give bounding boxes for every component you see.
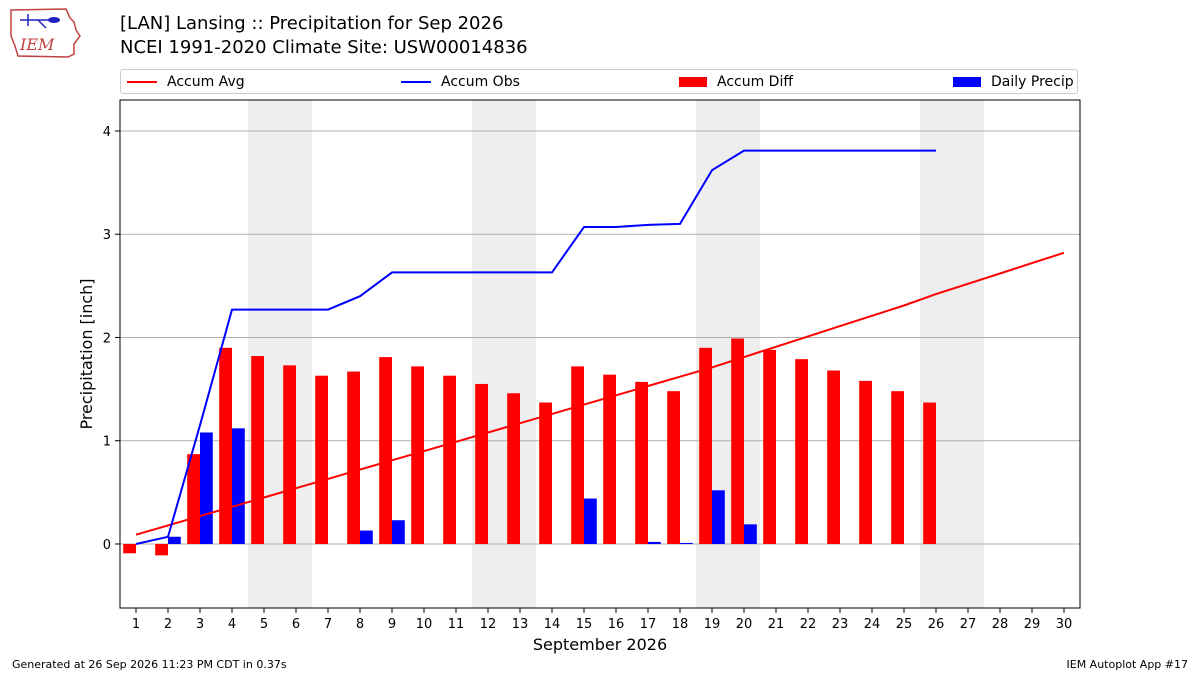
svg-text:IEM: IEM: [19, 35, 55, 54]
legend-swatch: [401, 80, 431, 83]
x-tick-label: 18: [672, 617, 689, 632]
legend: Accum Avg Accum Obs Accum Diff Daily Pre…: [120, 69, 1078, 94]
iem-logo: IEM: [10, 8, 81, 58]
legend-item-accum-obs: Accum Obs: [401, 70, 520, 93]
accum-diff-bar: [603, 374, 616, 544]
legend-swatch: [953, 76, 981, 87]
accum-obs-line: [135, 149, 936, 545]
daily-precip-bar: [360, 530, 373, 544]
y-tick-label: 4: [103, 125, 111, 140]
x-tick-label: 15: [576, 617, 593, 632]
legend-label: Accum Diff: [717, 73, 794, 90]
x-tick-label: 10: [416, 617, 433, 632]
accum-diff-bar: [251, 356, 264, 544]
accum-diff-bar: [571, 366, 584, 544]
x-tick-label: 3: [196, 617, 204, 632]
daily-precip-bar: [168, 536, 181, 544]
accum-diff-bar: [283, 365, 296, 544]
x-tick-label: 6: [292, 617, 300, 632]
accum-diff-bar: [891, 391, 904, 544]
daily-precip-bar: [200, 432, 213, 544]
x-tick-label: 4: [228, 617, 236, 632]
legend-swatch: [679, 76, 707, 87]
generated-timestamp: Generated at 26 Sep 2026 11:23 PM CDT in…: [12, 658, 287, 671]
x-tick-label: 11: [448, 617, 465, 632]
x-tick-label: 30: [1056, 617, 1073, 632]
legend-label: Accum Obs: [441, 73, 520, 90]
accum-diff-bar: [443, 375, 456, 544]
daily-precip-bar: [232, 428, 245, 544]
y-tick-label: 3: [103, 228, 111, 243]
weekend-shade: [952, 100, 984, 608]
plot-frame: [119, 99, 1081, 609]
x-tick-label: 20: [736, 617, 753, 632]
legend-item-daily-precip: Daily Precip: [953, 70, 1074, 93]
legend-label: Accum Avg: [167, 73, 245, 90]
x-tick-label: 23: [832, 617, 849, 632]
x-tick-label: 28: [992, 617, 1009, 632]
accum-diff-bar: [379, 357, 392, 544]
legend-swatch: [127, 80, 157, 83]
x-tick-label: 12: [480, 617, 497, 632]
accum-diff-bar: [699, 347, 712, 544]
legend-item-accum-avg: Accum Avg: [127, 70, 245, 93]
accum-diff-bar: [635, 381, 648, 544]
daily-precip-bar: [584, 498, 597, 544]
x-tick-label: 13: [512, 617, 529, 632]
x-tick-label: 7: [324, 617, 332, 632]
chart-title: [LAN] Lansing :: Precipitation for Sep 2…: [120, 13, 504, 34]
accum-diff-bar: [155, 543, 168, 556]
accum-diff-bar: [123, 543, 136, 554]
x-tick-label: 19: [704, 617, 721, 632]
accum-diff-bar: [315, 375, 328, 544]
daily-precip-bar: [392, 520, 405, 544]
x-tick-label: 17: [640, 617, 657, 632]
x-axis-label: September 2026: [533, 635, 667, 654]
x-tick-label: 9: [388, 617, 396, 632]
app-label: IEM Autoplot App #17: [1066, 658, 1189, 671]
accum-diff-bar: [923, 402, 936, 544]
daily-precip-bar: [744, 524, 757, 544]
x-tick-label: 21: [768, 617, 785, 632]
accum-diff-bar: [475, 383, 488, 544]
accum-diff-bar: [219, 347, 232, 544]
x-tick-label: 2: [164, 617, 172, 632]
y-tick-label: 1: [103, 435, 111, 450]
legend-label: Daily Precip: [991, 73, 1074, 90]
daily-precip-bar: [648, 541, 661, 544]
x-tick-label: 29: [1024, 617, 1041, 632]
chart-subtitle: NCEI 1991-2020 Climate Site: USW00014836: [120, 37, 528, 58]
x-tick-label: 24: [864, 617, 881, 632]
accum-diff-bar: [347, 371, 360, 544]
x-tick-label: 14: [544, 617, 561, 632]
accum-diff-bar: [795, 359, 808, 544]
x-tick-label: 22: [800, 617, 817, 632]
x-tick-label: 16: [608, 617, 625, 632]
accum-avg-line: [135, 251, 1065, 536]
daily-precip-bar: [712, 490, 725, 544]
x-tick-label: 5: [260, 617, 268, 632]
x-tick-label: 27: [960, 617, 977, 632]
accum-diff-bar: [859, 380, 872, 544]
y-axis-label: Precipitation [inch]: [77, 278, 96, 429]
accum-diff-bar: [667, 391, 680, 544]
y-tick-label: 2: [103, 331, 111, 346]
accum-diff-bar: [763, 349, 776, 544]
y-tick-label: 0: [103, 538, 111, 553]
accum-diff-bar: [411, 366, 424, 544]
legend-item-accum-diff: Accum Diff: [679, 70, 793, 93]
accum-diff-bar: [507, 393, 520, 544]
x-tick-label: 26: [928, 617, 945, 632]
accum-diff-bar: [731, 338, 744, 544]
accum-diff-bar: [187, 454, 200, 544]
x-tick-label: 25: [896, 617, 913, 632]
daily-precip-bar: [680, 542, 693, 544]
x-tick-label: 8: [356, 617, 364, 632]
accum-diff-bar: [539, 402, 552, 544]
accum-diff-bar: [827, 370, 840, 544]
x-tick-label: 1: [132, 617, 140, 632]
